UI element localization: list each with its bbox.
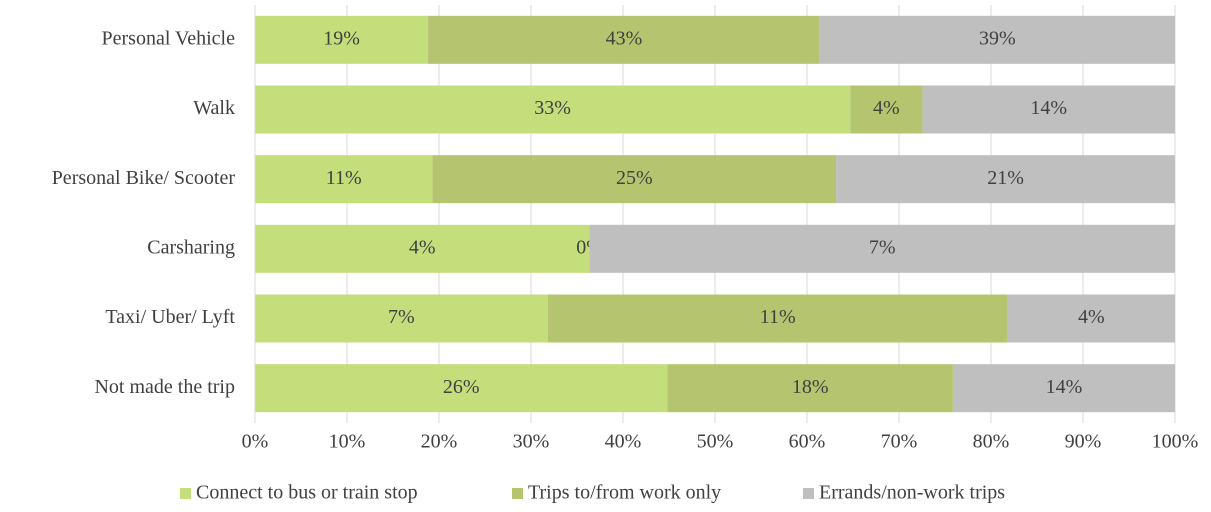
data-label: 7% [388,306,415,328]
bar-segment [819,15,1175,64]
data-label: 4% [1078,306,1105,328]
bar-segment [432,155,837,204]
data-label: 26% [443,376,480,398]
y-tick-label: Carsharing [147,236,235,258]
bar-segment [428,15,820,64]
y-tick-label: Not made the trip [94,376,235,398]
data-label: 39% [979,27,1016,49]
legend-label: Errands/non-work trips [819,482,1005,504]
bar-segment [255,364,668,413]
data-label: 33% [534,97,571,119]
bar-segment [255,224,590,273]
bar-segment [922,85,1175,134]
bar-segment [1007,294,1175,343]
x-tick-label: 70% [881,431,918,453]
data-label: 18% [792,376,829,398]
legend-label: Connect to bus or train stop [196,482,418,504]
x-tick-label: 10% [329,431,366,453]
y-tick-label: Taxi/ Uber/ Lyft [105,306,235,328]
bar-segment [255,294,548,343]
x-tick-label: 100% [1152,431,1199,453]
bar-segment [547,294,1008,343]
data-label: 7% [869,236,896,258]
x-tick-label: 20% [421,431,458,453]
data-label: 21% [987,167,1024,189]
x-tick-label: 0% [242,431,269,453]
data-label: 14% [1030,97,1067,119]
x-tick-label: 30% [513,431,550,453]
bar-segment [667,364,953,413]
data-label: 11% [326,167,362,189]
data-label: 4% [873,97,900,119]
x-tick-label: 80% [973,431,1010,453]
legend-swatch [180,488,191,499]
y-tick-label: Personal Vehicle [102,27,236,49]
bar-segment [589,224,1175,273]
x-tick-label: 60% [789,431,826,453]
bar-segment [255,85,851,134]
bar-segment [952,364,1175,413]
x-tick-label: 50% [697,431,734,453]
bar-segment [255,155,433,204]
data-label: 4% [409,236,436,258]
data-label: 11% [760,306,796,328]
data-label: 19% [323,27,360,49]
bar-segment [255,15,429,64]
data-label: 14% [1046,376,1083,398]
y-tick-label: Personal Bike/ Scooter [52,167,236,189]
x-tick-label: 40% [605,431,642,453]
y-tick-label: Walk [193,97,235,119]
bar-segment [850,85,923,134]
x-tick-label: 90% [1065,431,1102,453]
legend-label: Trips to/from work only [528,482,721,504]
legend-swatch [512,488,523,499]
legend-swatch [803,488,814,499]
data-label: 43% [606,27,643,49]
bar-segment [836,155,1175,204]
data-label: 25% [616,167,653,189]
